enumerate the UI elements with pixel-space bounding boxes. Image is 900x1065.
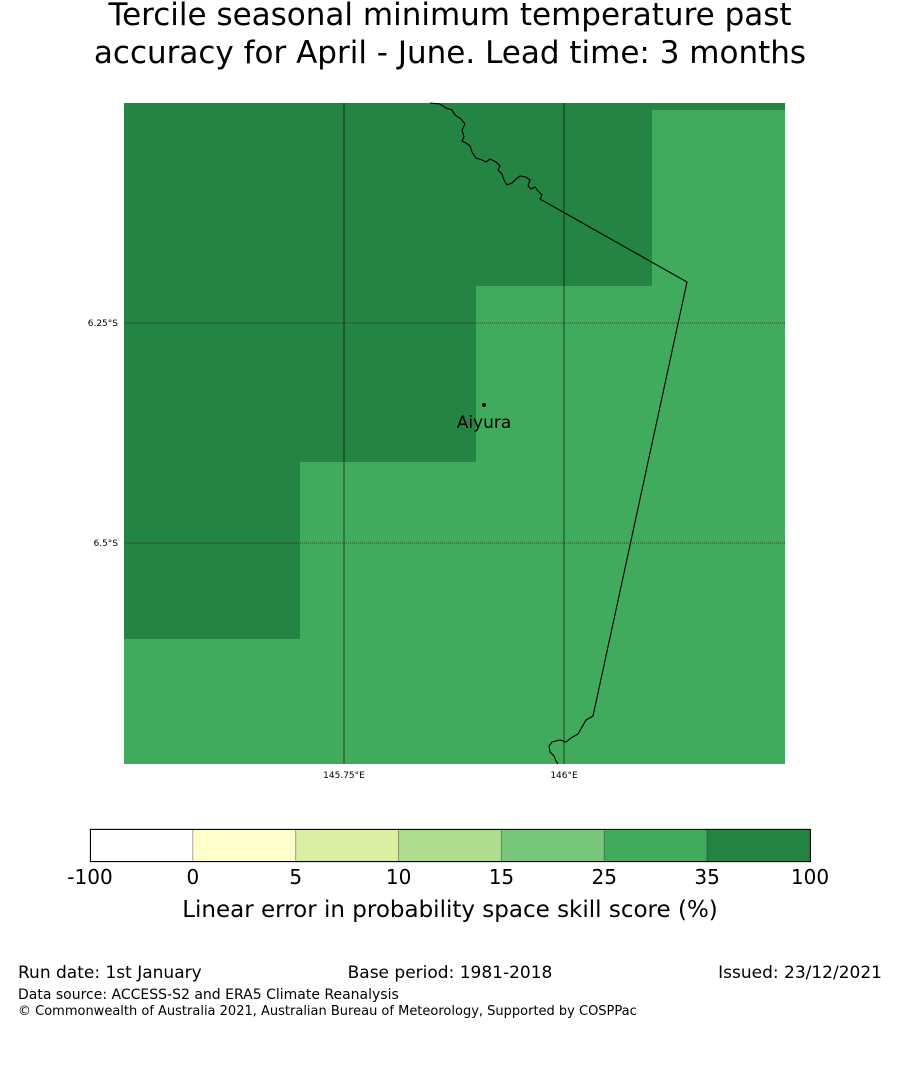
issued-date: Issued: 23/12/2021 (718, 963, 882, 983)
place-marker (482, 403, 486, 407)
colorbar-swatch (398, 828, 502, 863)
high-skill-region-central (124, 286, 476, 462)
copyright: © Commonwealth of Australia 2021, Austra… (18, 1004, 637, 1019)
high-skill-region-west (124, 462, 300, 639)
title-line-1: Tercile seasonal minimum temperature pas… (108, 0, 792, 33)
colorbar-tick-labels: -100 0 5 10 15 25 35 100 (67, 865, 829, 889)
lon-label-145-75: 145.75°E (323, 771, 365, 781)
base-period: Base period: 1981-2018 (347, 963, 553, 983)
colorbar-tick-label: 35 (694, 865, 719, 889)
colorbar-swatch (500, 828, 605, 863)
title-line-2: accuracy for April - June. Lead time: 3 … (93, 35, 807, 71)
lat-label-6-5: 6.5°S (93, 539, 118, 549)
map-frame (124, 103, 785, 764)
colorbar-tick-label: 0 (186, 865, 199, 889)
colorbar-tick-label: -100 (67, 865, 112, 889)
chart-title: Tercile seasonal minimum temperature pas… (0, 0, 900, 72)
colorbar-tick-label: 10 (386, 865, 411, 889)
colorbar-swatch (89, 828, 194, 863)
lat-label-6-25: 6.25°S (88, 319, 119, 329)
run-date: Run date: 1st January (18, 963, 202, 983)
colorbar-swatch (192, 828, 297, 863)
lat-axis-labels: 6.25°S 6.5°S (88, 319, 119, 549)
province-boundary (429, 102, 688, 765)
colorbar-tick-label: 15 (489, 865, 514, 889)
lon-label-146: 146°E (550, 771, 578, 781)
lon-axis-labels: 145.75°E 146°E (323, 771, 578, 781)
colorbar-frame (90, 829, 811, 862)
skill-map: 6.25°S 6.5°S 145.75°E 146°E Aiyura (88, 102, 785, 781)
colorbar-tick-label: 5 (289, 865, 302, 889)
colorbar-tick-label: 100 (791, 865, 829, 889)
colorbar-swatch (706, 828, 811, 863)
place-label: Aiyura (457, 413, 512, 433)
colorbar-title: Linear error in probability space skill … (182, 897, 718, 923)
colorbar-tick-label: 25 (592, 865, 617, 889)
colorbar-swatch (603, 828, 708, 863)
colorbar-swatch (295, 828, 400, 863)
data-source: Data source: ACCESS-S2 and ERA5 Climate … (18, 987, 399, 1003)
colorbar-swatches (89, 828, 811, 863)
colorbar: -100 0 5 10 15 25 35 100 Linear error in probab… (67, 828, 829, 923)
